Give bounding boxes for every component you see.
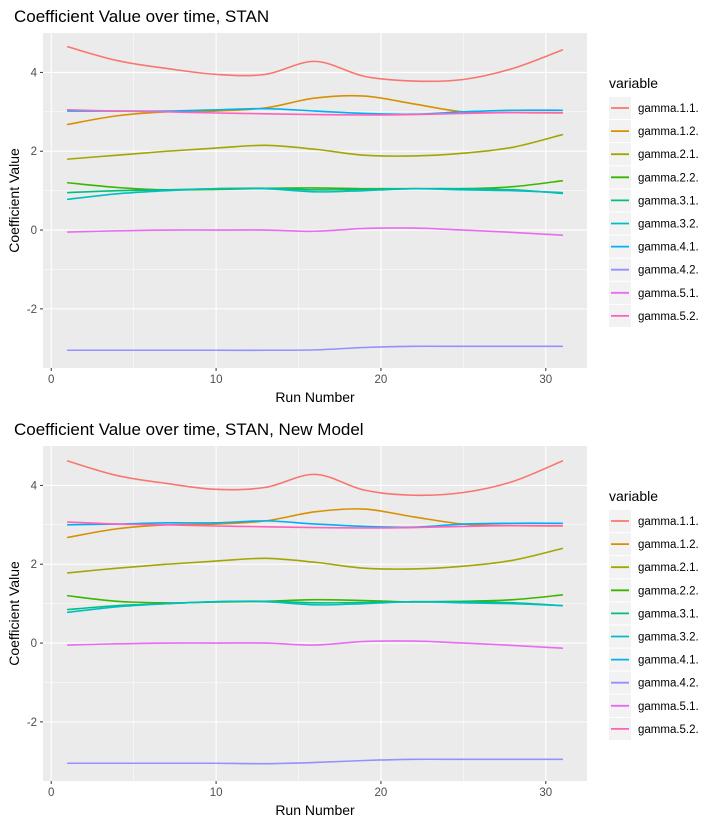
legend-title: variable	[609, 488, 658, 504]
x-tick-label: 10	[210, 787, 223, 799]
legend-label: gamma.3.2.	[638, 632, 699, 644]
series-line-gamma-5-2	[66, 521, 564, 529]
plot-panel	[43, 33, 587, 368]
plot-panel	[43, 446, 587, 781]
chart-panel-1: Coefficient Value over time, STAN 0 10 20 30…	[0, 0, 719, 412]
legend-label: gamma.3.1.	[638, 608, 699, 620]
legend-item: gamma.5.1.	[609, 281, 699, 304]
legend-item: gamma.1.1.	[609, 510, 699, 532]
legend-label: gamma.2.2.	[638, 585, 699, 597]
y-tick-label: -2	[27, 304, 37, 316]
x-axis-label: Run Number	[275, 389, 355, 405]
legend: variable gamma.1.1. gamma.1.2. gamma.2.1. ga…	[609, 75, 699, 327]
legend-label: gamma.4.1.	[638, 242, 699, 254]
y-tick-label: 4	[31, 67, 38, 79]
series-line-gamma-3-2	[66, 187, 564, 201]
legend-label: gamma.1.2.	[638, 126, 699, 138]
legend-label: gamma.2.1.	[638, 149, 699, 161]
legend-item: gamma.4.2.	[609, 671, 699, 694]
series-line-gamma-4-2	[66, 345, 564, 352]
legend-item: gamma.2.2.	[609, 579, 699, 602]
series-line-gamma-5-1	[66, 227, 564, 236]
legend-label: gamma.2.2.	[638, 172, 699, 184]
legend-item: gamma.1.1.	[609, 97, 699, 119]
legend-item: gamma.3.1.	[609, 189, 699, 212]
y-tick-label: -2	[27, 717, 37, 729]
x-tick-label: 10	[210, 374, 223, 386]
series-line-gamma-2-1	[66, 547, 564, 574]
series-line-gamma-3-2	[66, 600, 564, 614]
legend-label: gamma.1.2.	[638, 539, 699, 551]
legend-label: gamma.3.1.	[638, 195, 699, 207]
legend-item: gamma.4.1.	[609, 648, 699, 671]
x-tick-label: 0	[48, 374, 54, 386]
legend-label: gamma.2.1.	[638, 562, 699, 574]
legend-item: gamma.5.2.	[609, 717, 699, 740]
legend-label: gamma.1.1.	[638, 516, 699, 528]
series-line-gamma-1-1	[66, 45, 564, 83]
legend-item: gamma.3.2.	[609, 212, 699, 235]
legend: variable gamma.1.1. gamma.1.2. gamma.2.1. ga…	[609, 488, 699, 740]
x-tick-label: 20	[375, 787, 388, 799]
series-line-gamma-2-2	[66, 594, 564, 604]
series-line-gamma-3-1	[66, 187, 564, 195]
legend-item: gamma.1.2.	[609, 120, 699, 143]
legend-label: gamma.4.2.	[638, 265, 699, 277]
x-tick-label: 30	[539, 374, 552, 386]
legend-item: gamma.5.1.	[609, 694, 699, 717]
y-axis-label: Coefficient Value	[6, 561, 22, 666]
legend-label: gamma.3.2.	[638, 219, 699, 231]
legend-label: gamma.4.1.	[638, 655, 699, 667]
legend-label: gamma.5.2.	[638, 724, 699, 736]
y-tick-label: 4	[31, 480, 38, 492]
series-line-gamma-4-2	[66, 758, 564, 765]
legend-item: gamma.1.2.	[609, 533, 699, 556]
legend-label: gamma.5.2.	[638, 311, 699, 323]
series-line-gamma-5-1	[66, 640, 564, 649]
legend-label: gamma.1.1.	[638, 103, 699, 115]
legend-item: gamma.2.1.	[609, 143, 699, 166]
y-axis-label: Coefficient Value	[6, 148, 22, 253]
legend-item: gamma.4.1.	[609, 235, 699, 258]
series-line-gamma-1-2	[66, 508, 564, 539]
legend-item: gamma.3.2.	[609, 625, 699, 648]
x-tick-label: 0	[48, 787, 54, 799]
y-tick-label: 2	[31, 559, 37, 571]
y-tick-label: 2	[31, 146, 37, 158]
line-chart-2: Coefficient Value over time, STAN, New M…	[6, 420, 699, 818]
legend-item: gamma.5.2.	[609, 304, 699, 327]
legend-label: gamma.5.1.	[638, 701, 699, 713]
chart-title: Coefficient Value over time, STAN	[14, 7, 269, 26]
x-tick-label: 30	[539, 787, 552, 799]
legend-item: gamma.2.1.	[609, 556, 699, 579]
legend-label: gamma.4.2.	[638, 678, 699, 690]
x-tick-label: 20	[375, 374, 388, 386]
legend-label: gamma.5.1.	[638, 288, 699, 300]
legend-item: gamma.2.2.	[609, 166, 699, 189]
y-tick-label: 0	[31, 225, 37, 237]
legend-item: gamma.4.2.	[609, 258, 699, 281]
legend-item: gamma.3.1.	[609, 602, 699, 625]
chart-panel-2: Coefficient Value over time, STAN, New M…	[0, 413, 719, 825]
legend-title: variable	[609, 75, 658, 91]
series-line-gamma-4-1	[66, 520, 564, 529]
series-line-gamma-5-2	[66, 109, 564, 116]
series-line-gamma-1-1	[66, 460, 564, 497]
series-line-gamma-2-1	[66, 133, 564, 160]
chart-title: Coefficient Value over time, STAN, New M…	[14, 420, 364, 439]
x-axis-label: Run Number	[275, 802, 355, 818]
y-tick-label: 0	[31, 638, 37, 650]
